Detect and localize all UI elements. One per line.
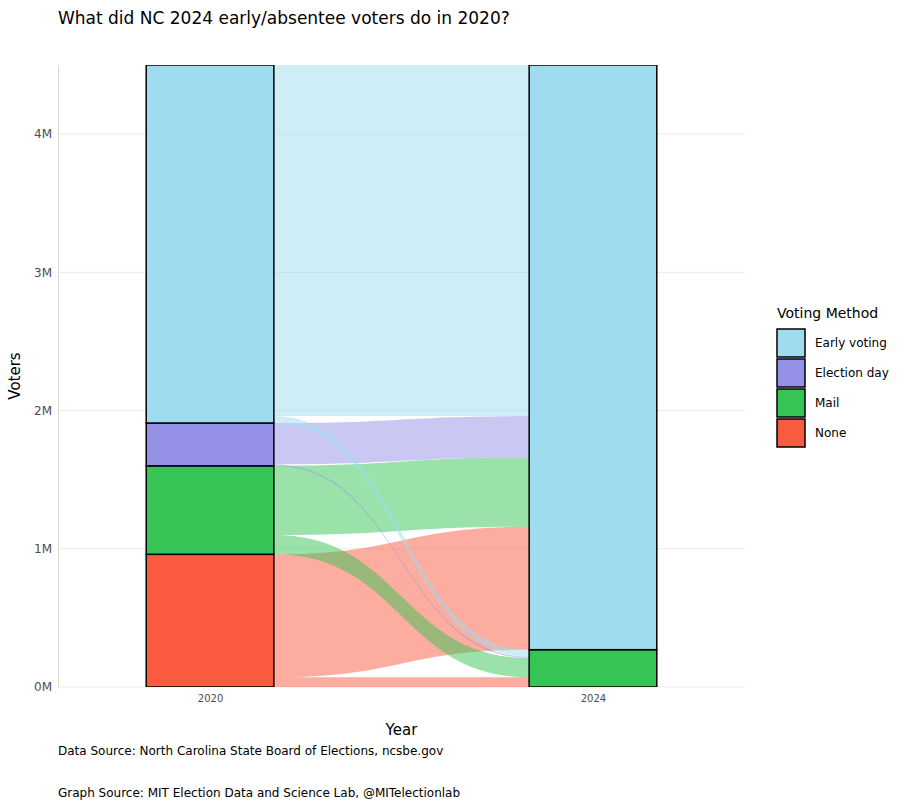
plot-area xyxy=(146,65,657,687)
legend-label: Early voting xyxy=(815,336,887,350)
x-tick-label: 2024 xyxy=(581,693,606,704)
x-axis: 2020 2024 xyxy=(198,687,606,704)
legend-label: None xyxy=(815,426,846,440)
y-tick: 4M xyxy=(34,127,58,141)
y-tick: 0M xyxy=(34,680,58,694)
legend-label: Mail xyxy=(815,396,839,410)
y-tick: 2M xyxy=(34,404,58,418)
chart: 0M 1M 2M 3M 4M 2020 2024 What did NC 2024 early… xyxy=(0,0,908,809)
y-tick: 3M xyxy=(34,266,58,280)
stratum xyxy=(146,423,274,466)
bars xyxy=(146,65,657,687)
legend: Voting Method Early voting Election day Mai… xyxy=(777,305,889,447)
y-axis: 0M 1M 2M 3M 4M xyxy=(34,66,59,695)
stratum xyxy=(529,650,657,687)
x-axis-title: Year xyxy=(385,721,419,739)
flow xyxy=(274,65,529,416)
stratum xyxy=(146,466,274,554)
stratum xyxy=(146,65,274,423)
y-tick-label: 2M xyxy=(34,404,52,418)
y-tick-label: 0M xyxy=(34,680,52,694)
stratum xyxy=(146,554,274,687)
title: What did NC 2024 early/absentee voters d… xyxy=(58,8,510,28)
flow xyxy=(274,677,529,687)
legend-title: Voting Method xyxy=(777,305,878,321)
stratum xyxy=(529,65,657,650)
x-tick: 2020 xyxy=(198,687,223,704)
legend-key xyxy=(777,419,805,447)
legend-key xyxy=(777,329,805,357)
y-axis-line xyxy=(58,66,59,688)
legend-key xyxy=(777,359,805,387)
flow xyxy=(274,458,529,535)
x-tick-label: 2020 xyxy=(198,693,223,704)
legend-key xyxy=(777,389,805,417)
y-axis-title: Voters xyxy=(6,352,24,400)
legend-label: Election day xyxy=(815,366,889,380)
caption: Graph Source: MIT Election Data and Scie… xyxy=(58,786,460,800)
flow xyxy=(274,527,529,678)
flow xyxy=(274,416,529,464)
flow xyxy=(274,464,529,658)
y-tick-label: 4M xyxy=(34,127,52,141)
caption: Data Source: North Carolina State Board … xyxy=(58,744,443,758)
flow xyxy=(274,416,529,657)
y-tick-label: 1M xyxy=(34,542,52,556)
x-tick: 2024 xyxy=(581,687,606,704)
y-tick-label: 3M xyxy=(34,266,52,280)
y-tick: 1M xyxy=(34,542,58,556)
flow xyxy=(274,535,529,677)
flows xyxy=(274,65,529,687)
